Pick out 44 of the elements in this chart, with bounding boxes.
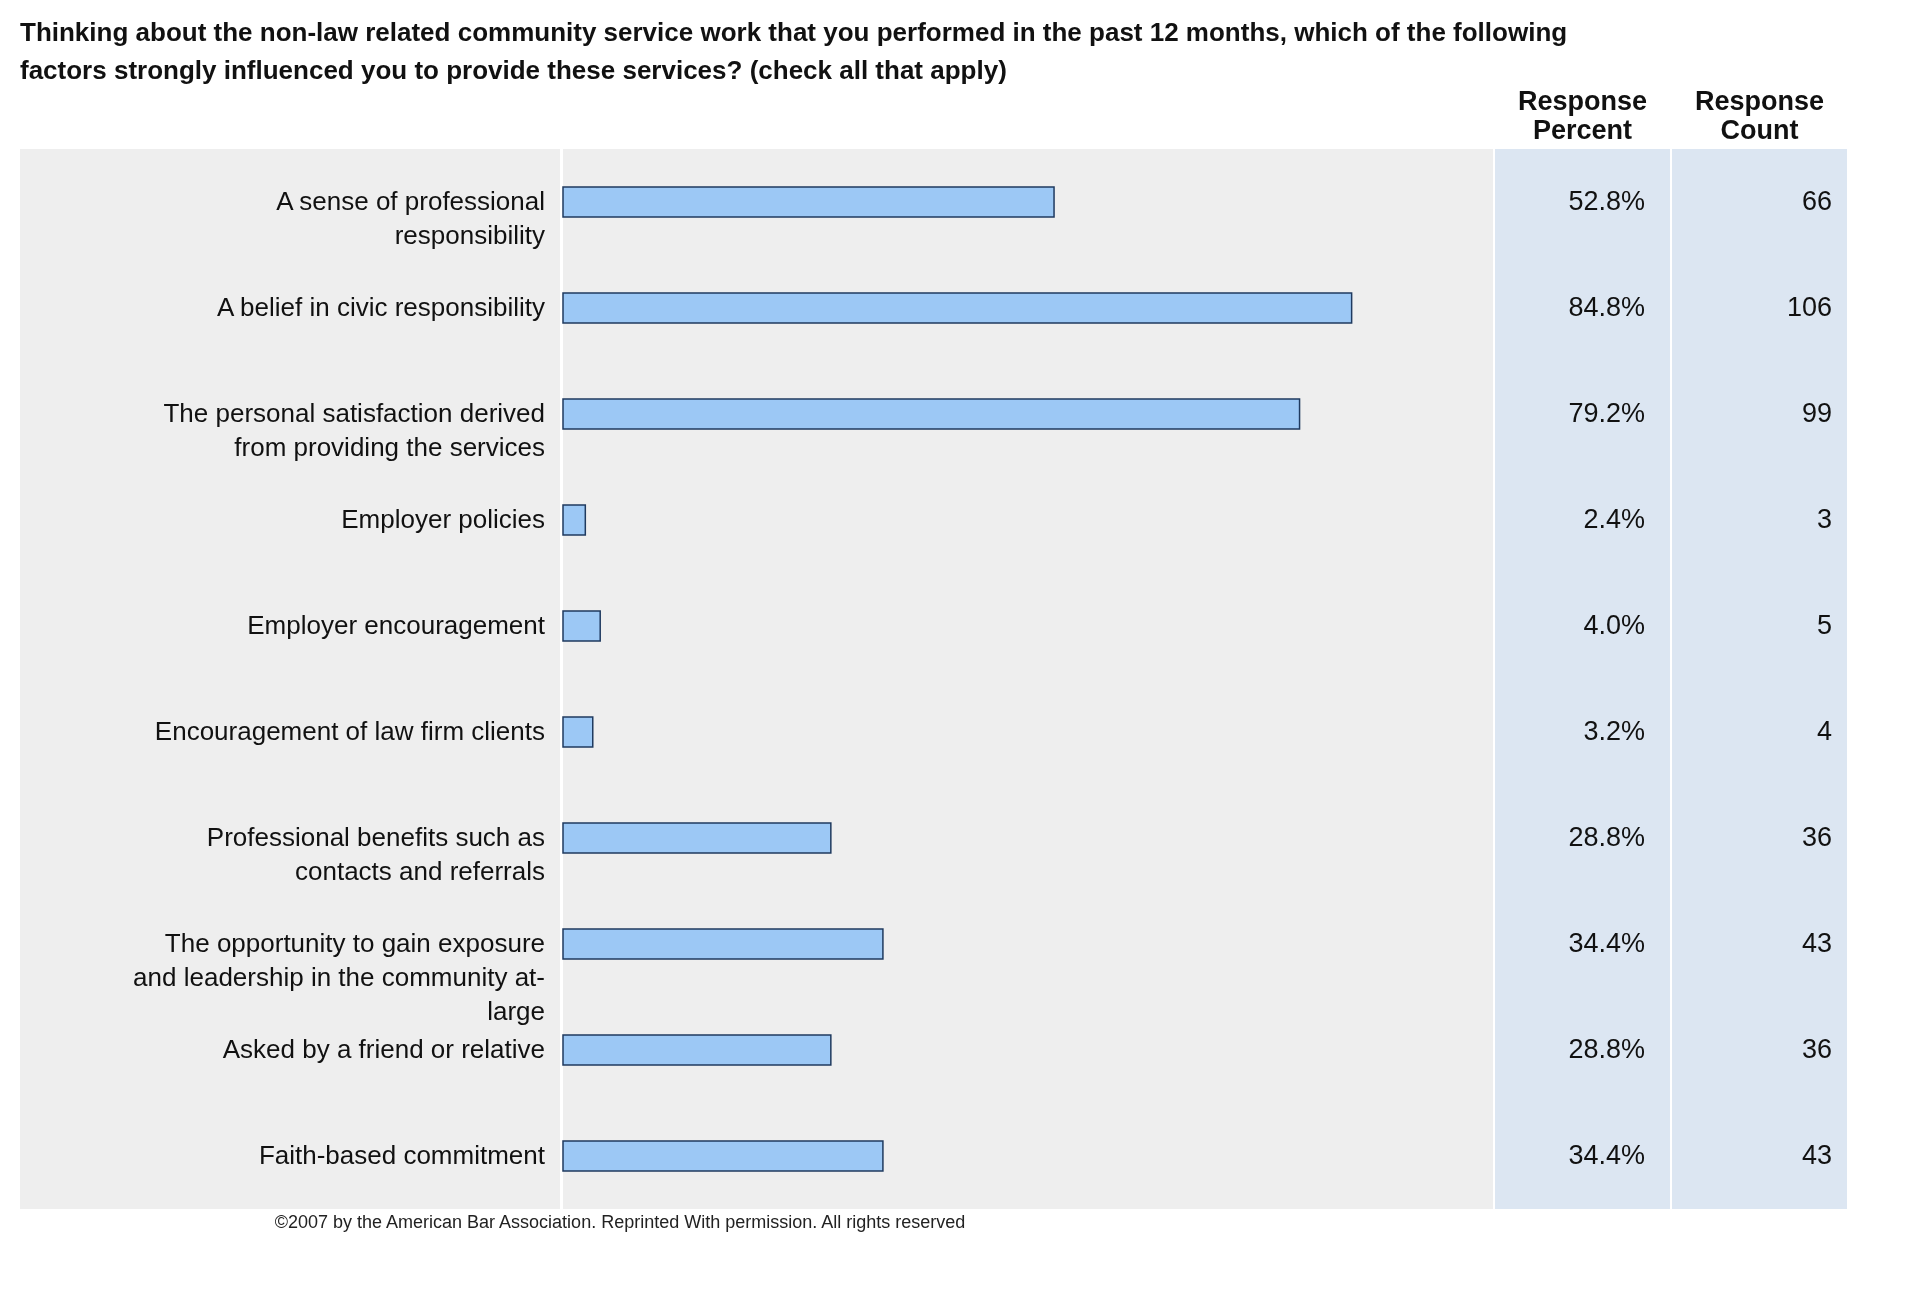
- y-tick-label: Professional benefits such as contacts and referrals: [206, 822, 545, 886]
- y-tick-label: Employer encouragement: [247, 610, 546, 640]
- chart-title: Thinking about the non-law related community service work that you performed in the past 12 months, which of the following factors strongly influenced you to provide these services? (check all that apply): [20, 17, 1568, 85]
- y-tick-label: Encouragement of law firm clients: [154, 716, 545, 746]
- text: 43: [1801, 1140, 1832, 1170]
- y-tick-label: The opportunity to gain exposure and leadership in the community at-large: [133, 928, 545, 1026]
- bar: [562, 928, 884, 960]
- data-label: 34.4%: [1568, 928, 1645, 958]
- text: 106: [1786, 292, 1832, 322]
- text: 99: [1801, 398, 1832, 428]
- text: 36: [1801, 1034, 1832, 1064]
- data-label: 28.8%: [1568, 1034, 1645, 1064]
- data-label: 4.0%: [1583, 610, 1645, 640]
- data-label: 79.2%: [1568, 398, 1645, 428]
- bar: [562, 398, 1301, 430]
- text: ©2007 by the American Bar Association. Reprinted With permission. All rights reserved: [274, 1212, 966, 1232]
- data-label: 84.8%: [1568, 292, 1645, 322]
- bar: [562, 186, 1055, 218]
- text: 43: [1801, 928, 1832, 958]
- data-label: 3.2%: [1583, 716, 1645, 746]
- bar: [562, 716, 594, 748]
- bar: [562, 504, 587, 536]
- text: 66: [1801, 186, 1832, 216]
- text: 4: [1816, 716, 1832, 746]
- bar: [562, 610, 601, 642]
- y-tick-label: Faith-based commitment: [258, 1140, 546, 1170]
- bar: [562, 822, 832, 854]
- bar: [562, 292, 1353, 324]
- y-tick-label: The personal satisfaction derived from providing the services: [163, 398, 545, 462]
- y-tick-label: Asked by a friend or relative: [222, 1034, 545, 1064]
- text: Response Count: [1694, 86, 1825, 145]
- bar: [562, 1034, 832, 1066]
- y-tick-label: A belief in civic responsibility: [216, 292, 545, 322]
- text: Response Percent: [1517, 86, 1648, 145]
- text: 5: [1816, 610, 1832, 640]
- data-label: 52.8%: [1568, 186, 1645, 216]
- y-tick-label: Employer policies: [341, 504, 545, 534]
- y-tick-label: A sense of professional responsibility: [276, 186, 545, 250]
- data-label: 34.4%: [1568, 1140, 1645, 1170]
- text: 36: [1801, 822, 1832, 852]
- data-label: 2.4%: [1583, 504, 1645, 534]
- data-label: 28.8%: [1568, 822, 1645, 852]
- text: 3: [1816, 504, 1832, 534]
- bar: [562, 1140, 884, 1172]
